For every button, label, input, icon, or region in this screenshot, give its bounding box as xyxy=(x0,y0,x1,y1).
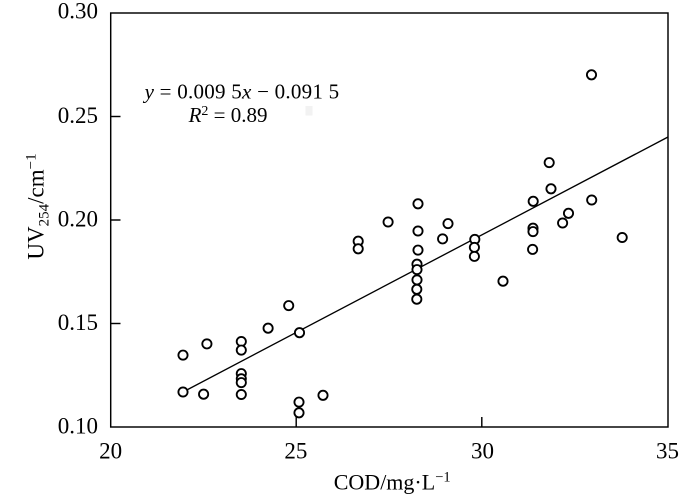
svg-text:35: 35 xyxy=(656,438,679,463)
svg-text:30: 30 xyxy=(471,438,494,463)
svg-text:0.20: 0.20 xyxy=(58,207,98,232)
svg-text:R2 = 0.89: R2 = 0.89 xyxy=(188,103,268,127)
svg-text:0.25: 0.25 xyxy=(58,103,98,128)
svg-text:y = 0.009 5x − 0.091 5: y = 0.009 5x − 0.091 5 xyxy=(143,79,340,103)
svg-text:25: 25 xyxy=(284,438,307,463)
svg-text:20: 20 xyxy=(99,438,122,463)
svg-text:0.30: 0.30 xyxy=(58,0,98,24)
svg-text:0.15: 0.15 xyxy=(58,310,98,335)
svg-text:COD/mg·L−1: COD/mg·L−1 xyxy=(334,470,451,495)
svg-text:0.10: 0.10 xyxy=(58,414,98,439)
